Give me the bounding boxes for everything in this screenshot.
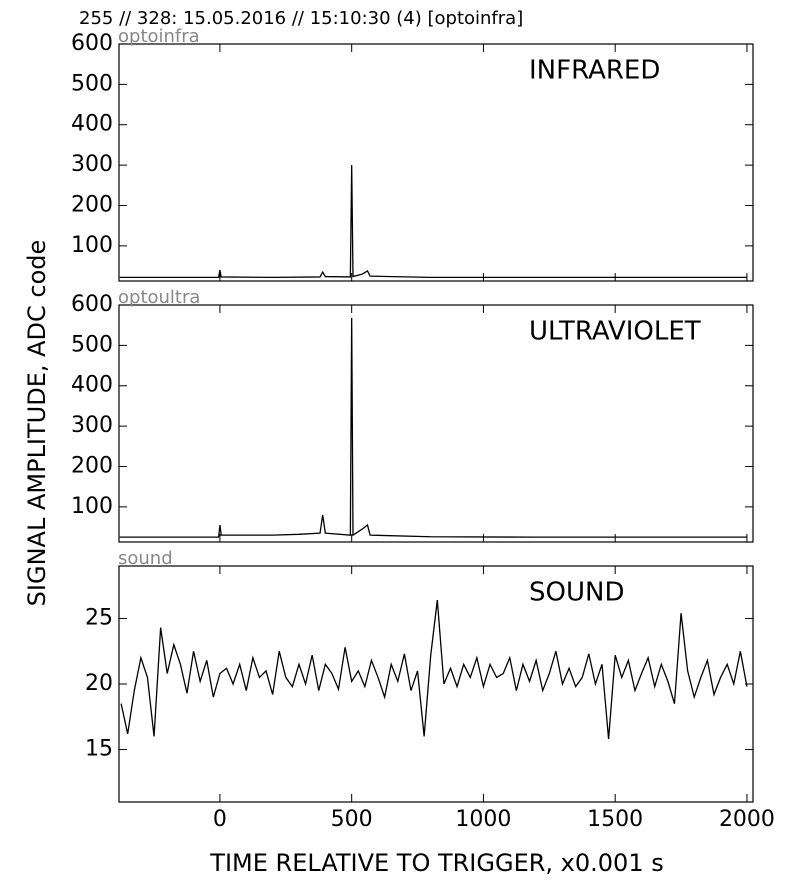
- x-tick-label: 0: [213, 807, 227, 832]
- panel-label: optoinfra: [118, 26, 200, 47]
- plot-frame: [118, 43, 754, 282]
- x-tick-label: 2000: [719, 807, 775, 832]
- panel-label: optoultra: [118, 287, 200, 308]
- y-tick-label: 400: [71, 373, 113, 398]
- panel-annotation: SOUND: [529, 578, 624, 608]
- y-tick-label: 300: [71, 413, 113, 438]
- y-tick-label: 25: [85, 605, 113, 630]
- y-tick-label: 200: [71, 192, 113, 217]
- y-tick-label: 600: [71, 292, 113, 317]
- panel-annotation: INFRARED: [529, 56, 660, 86]
- y-tick-label: 200: [71, 453, 113, 478]
- y-tick-label: 600: [71, 31, 113, 56]
- panel-label: sound: [118, 548, 173, 569]
- panel-annotation: ULTRAVIOLET: [529, 317, 701, 347]
- x-axis-label: TIME RELATIVE TO TRIGGER, x0.001 s: [209, 849, 663, 877]
- y-tick-label: 500: [71, 332, 113, 357]
- x-tick-label: 1500: [587, 807, 643, 832]
- signal-line: [120, 600, 748, 740]
- y-axis-label: SIGNAL AMPLITUDE, ADC code: [23, 240, 51, 607]
- y-tick-label: 15: [85, 737, 113, 762]
- y-tick-label: 300: [71, 152, 113, 177]
- plot-frame: [118, 565, 754, 803]
- y-tick-label: 20: [85, 671, 113, 696]
- y-tick-label: 400: [71, 112, 113, 137]
- x-tick-label: 1000: [455, 807, 511, 832]
- x-tick-label: 500: [331, 807, 373, 832]
- y-tick-label: 100: [71, 233, 113, 258]
- signal-line: [119, 317, 747, 538]
- y-tick-label: 100: [71, 494, 113, 519]
- header: 255 // 328: 15.05.2016 // 15:10:30 (4) […: [79, 8, 523, 29]
- y-tick-label: 500: [71, 71, 113, 96]
- plot-frame: [118, 304, 754, 543]
- signal-line: [119, 165, 747, 279]
